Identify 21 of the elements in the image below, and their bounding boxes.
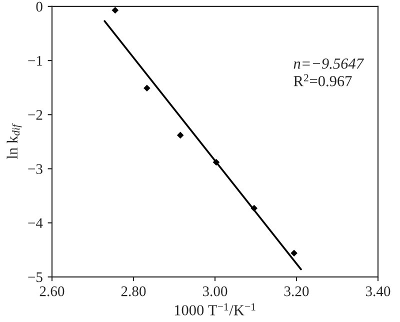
point	[144, 84, 150, 92]
x-tick-label: 3.00	[202, 286, 228, 296]
x-tick-label: 3.20	[284, 286, 309, 296]
y-tick-label: −2	[28, 110, 42, 120]
annotation: R$^{2}$=0.967	[294, 74, 352, 86]
y-axis-title: ln k$_{dif}$	[6, 123, 22, 159]
point	[212, 158, 220, 166]
point	[112, 6, 119, 14]
x-axis-title: 1000 T$^{−1}$/K$^{−1}$	[174, 303, 256, 316]
x-tick-label: 3.40	[366, 286, 390, 296]
x-tick-label: 2.60	[40, 286, 64, 296]
y-tick-label: −5	[28, 272, 42, 282]
point	[290, 250, 298, 257]
x-tick-label: 2.80	[121, 286, 146, 296]
y-tick-label: 0	[36, 2, 42, 12]
y-tick-label: −4	[28, 218, 43, 228]
y-tick-label: −1	[28, 56, 42, 66]
point	[250, 204, 258, 212]
y-tick-label: −3	[28, 164, 42, 174]
annotation: n=−9.5647	[294, 58, 364, 69]
point	[176, 132, 184, 139]
